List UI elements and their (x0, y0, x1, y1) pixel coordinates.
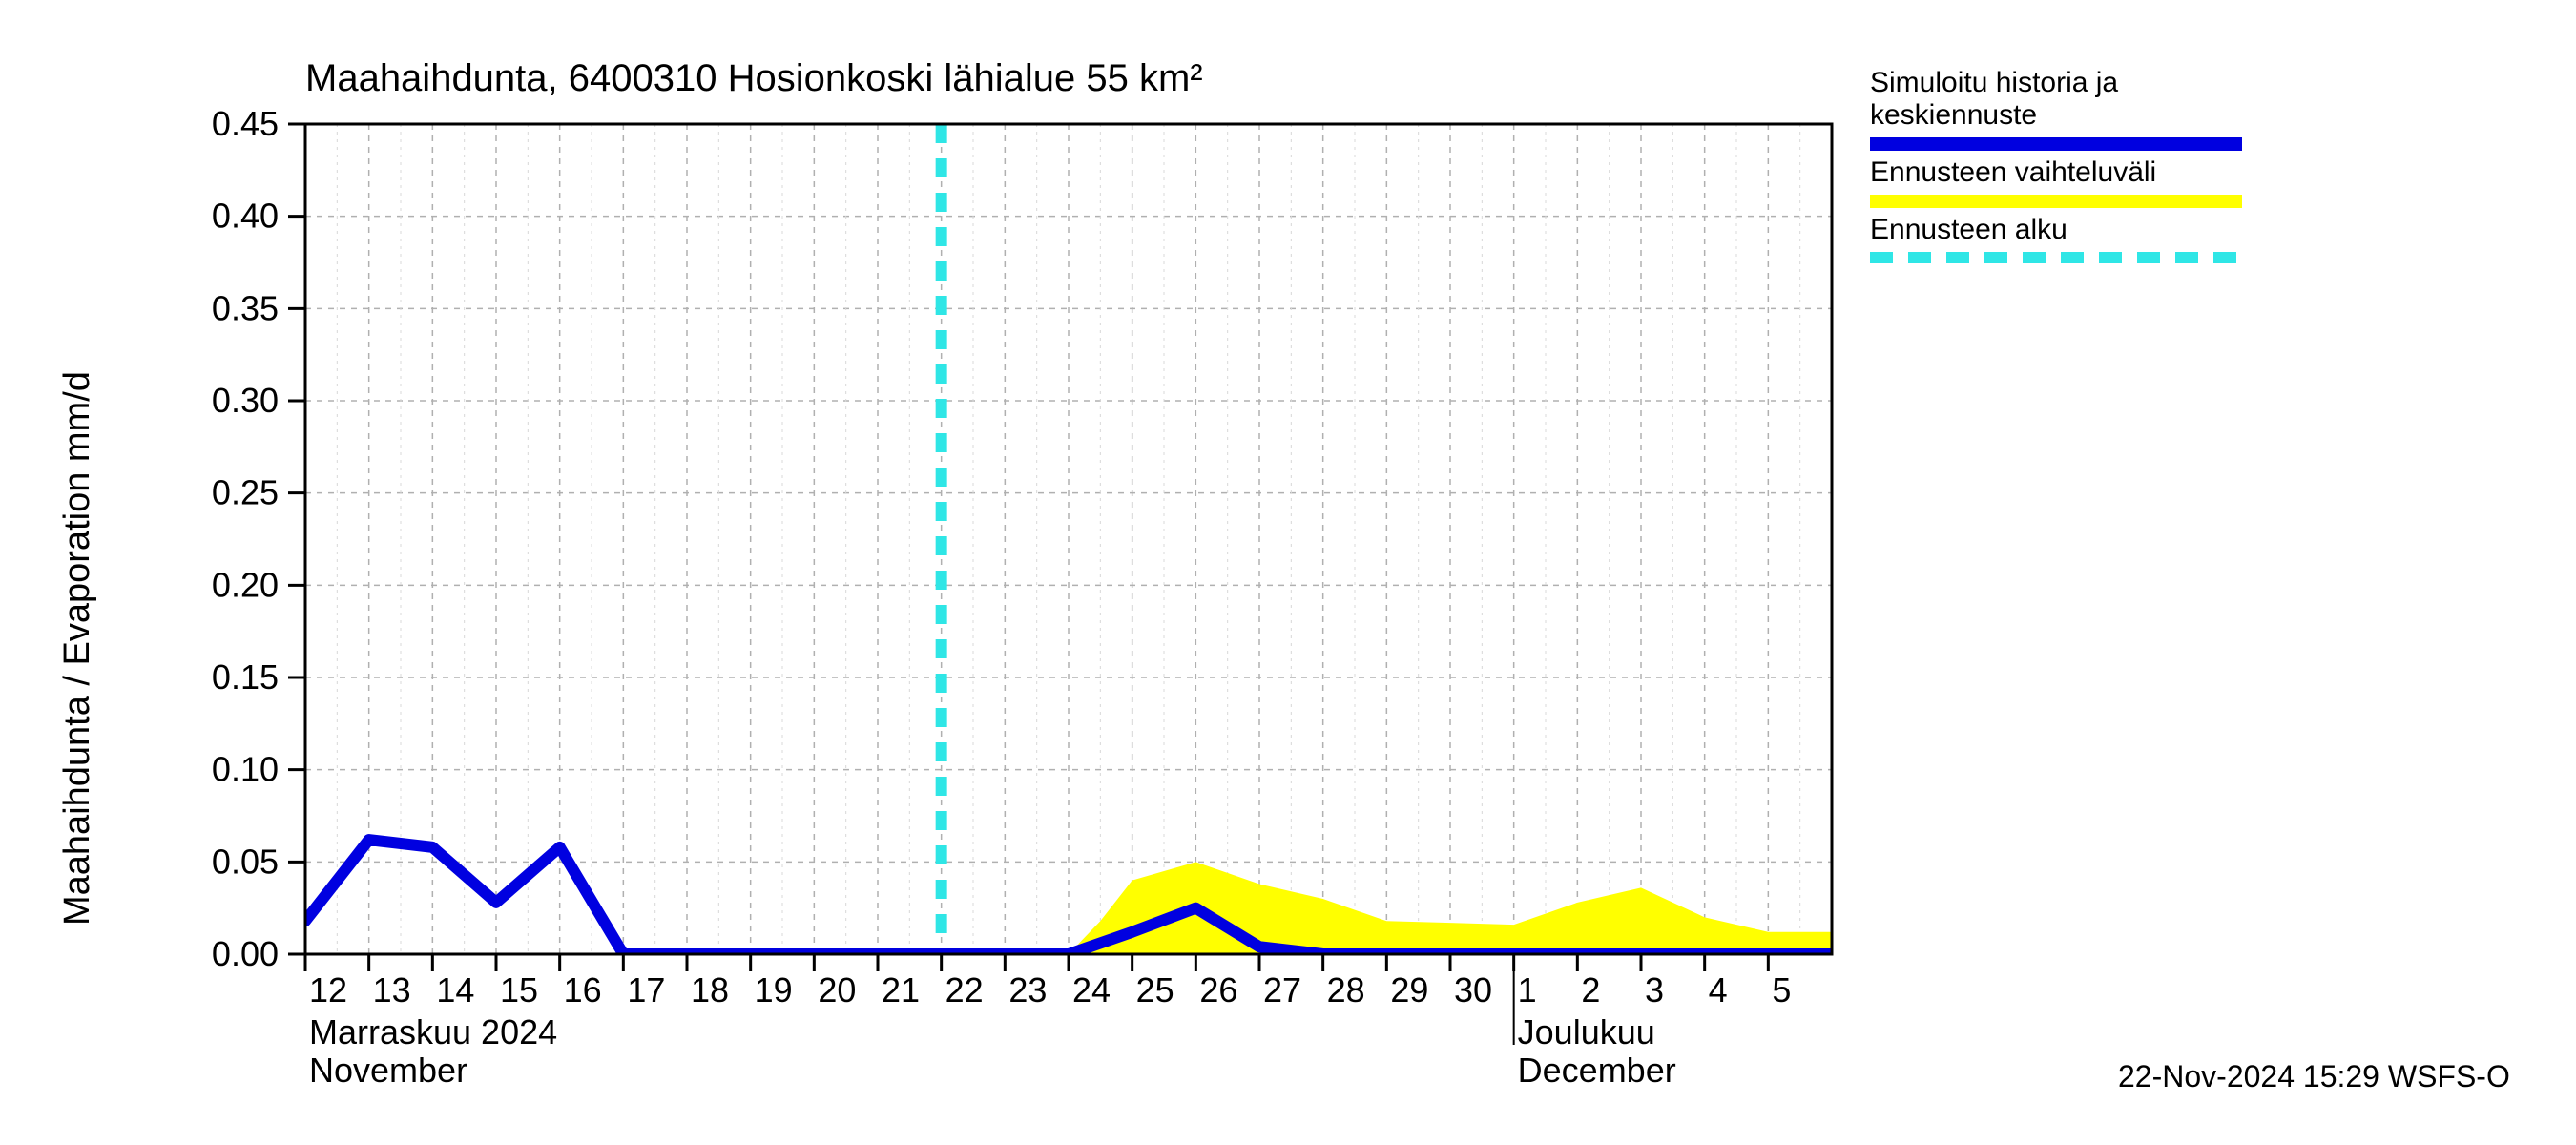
x-tick-label: 27 (1263, 970, 1301, 1010)
legend-label: Ennusteen vaihteluväli (1870, 156, 2242, 189)
footer-timestamp: 22-Nov-2024 15:29 WSFS-O (2118, 1059, 2510, 1094)
chart-container: Maahaihdunta, 6400310 Hosionkoski lähial… (0, 0, 2576, 1145)
y-tick-label: 0.30 (212, 381, 279, 420)
legend-swatch (1870, 195, 2242, 208)
x-tick-label: 24 (1072, 970, 1111, 1010)
y-tick-label: 0.15 (212, 657, 279, 697)
y-tick-label: 0.25 (212, 473, 279, 512)
x-tick-label: 17 (627, 970, 665, 1010)
y-tick-label: 0.45 (212, 104, 279, 143)
x-month-label: December (1518, 1051, 1676, 1090)
legend-entry: Ennusteen vaihteluväli (1870, 156, 2242, 208)
x-tick-label: 20 (818, 970, 856, 1010)
legend-label: Simuloitu historia ja (1870, 67, 2242, 99)
legend-label: keskiennuste (1870, 99, 2242, 132)
y-tick-label: 0.20 (212, 565, 279, 604)
x-tick-label: 5 (1772, 970, 1791, 1010)
legend-swatch (1870, 137, 2242, 151)
x-tick-label: 3 (1645, 970, 1664, 1010)
x-month-label: Marraskuu 2024 (309, 1012, 557, 1051)
y-tick-label: 0.00 (212, 934, 279, 973)
x-tick-label: 21 (882, 970, 920, 1010)
y-tick-label: 0.05 (212, 842, 279, 881)
x-tick-label: 28 (1327, 970, 1365, 1010)
legend-entry: Ennusteen alku (1870, 214, 2242, 263)
x-tick-label: 23 (1008, 970, 1047, 1010)
x-tick-label: 22 (945, 970, 984, 1010)
legend: Simuloitu historia jakeskiennuste Ennuste… (1870, 67, 2242, 269)
x-tick-label: 15 (500, 970, 538, 1010)
x-tick-label: 4 (1709, 970, 1728, 1010)
x-tick-label: 2 (1581, 970, 1600, 1010)
x-tick-label: 26 (1199, 970, 1237, 1010)
x-tick-label: 18 (691, 970, 729, 1010)
y-tick-label: 0.10 (212, 750, 279, 789)
y-tick-label: 0.40 (212, 197, 279, 236)
legend-swatch (1870, 252, 2242, 263)
x-tick-label: 30 (1454, 970, 1492, 1010)
x-tick-label: 14 (436, 970, 474, 1010)
x-tick-label: 13 (373, 970, 411, 1010)
x-tick-label: 29 (1390, 970, 1428, 1010)
x-tick-label: 19 (755, 970, 793, 1010)
y-tick-label: 0.35 (212, 288, 279, 327)
x-month-label: Joulukuu (1518, 1012, 1655, 1051)
x-tick-label: 25 (1136, 970, 1174, 1010)
legend-label: Ennusteen alku (1870, 214, 2242, 246)
x-month-label: November (309, 1051, 467, 1090)
legend-entry: Simuloitu historia jakeskiennuste (1870, 67, 2242, 151)
x-tick-label: 12 (309, 970, 347, 1010)
x-tick-label: 16 (564, 970, 602, 1010)
x-tick-label: 1 (1518, 970, 1537, 1010)
